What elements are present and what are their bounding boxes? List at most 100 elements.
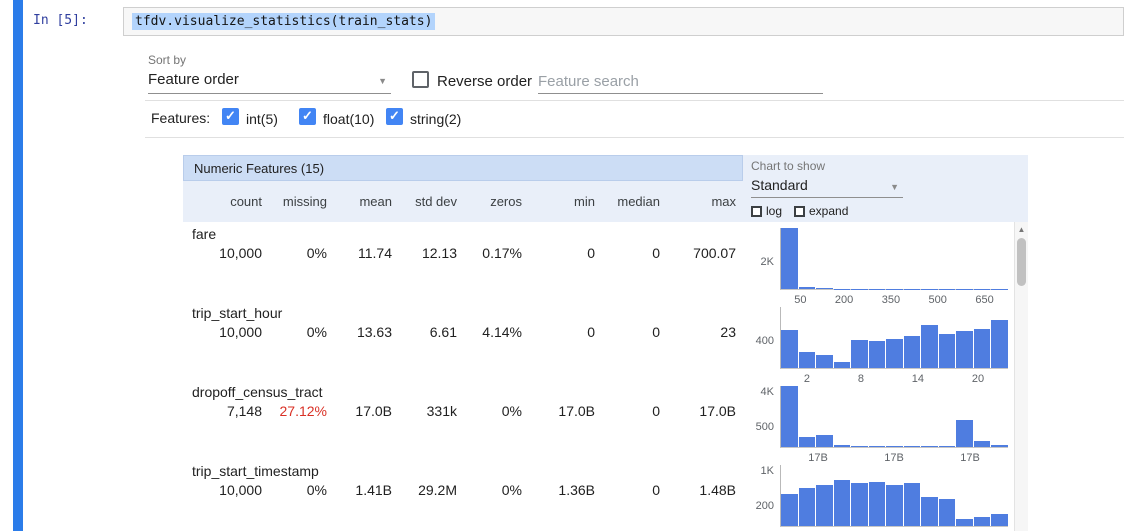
feature-name: fare [192,226,217,242]
cell-prompt: In [5]: [33,13,88,28]
cell-mean: 11.74 [358,245,392,261]
y-tick-label: 500 [755,420,774,433]
table-header-row: count missing mean std dev zeros min med… [183,181,743,222]
code-cell[interactable]: tfdv.visualize_statistics(train_stats) [123,7,1124,36]
cell-missing: 0% [306,245,327,261]
cell-max: 23 [720,324,736,340]
sort-by-label: Sort by [148,53,187,67]
chart-panel-scrollbar[interactable]: ▲ [1014,222,1028,531]
cell-missing: 27.12% [279,403,327,419]
cell-stddev: 29.2M [418,482,457,498]
feature-values: 10,000 0% 13.63 6.61 4.14% 0 0 23 [183,324,743,340]
reverse-order-checkbox[interactable] [412,71,429,88]
histogram-bar [851,483,868,526]
histogram-bar [868,482,886,526]
histogram-bar [868,341,886,368]
column-header-median: median [617,194,660,209]
histogram-bar [956,518,973,526]
sort-by-select[interactable]: Feature order ▼ [148,71,391,94]
histogram-bar [798,488,816,526]
x-tick-label: 50 [794,294,807,306]
cell-min: 1.36B [558,482,595,498]
cell-min: 17.0B [558,403,595,419]
histogram-bar [973,440,991,447]
histogram-dropoff-census-tract: 4K 500 17B 17B 17B [743,380,1014,464]
table-row: trip_start_hour 10,000 0% 13.63 6.61 4.1… [183,301,743,380]
histogram-bar [938,334,956,368]
scroll-up-icon[interactable]: ▲ [1017,225,1026,234]
table-row: trip_start_timestamp 10,000 0% 1.41B 29.… [183,459,743,531]
x-tick-label: 17B [960,452,980,464]
histogram-bar [833,361,851,368]
cell-missing: 0% [306,324,327,340]
cell-median: 0 [652,403,660,419]
cell-min: 0 [587,324,595,340]
histogram-bar [991,320,1008,368]
histogram-plot [780,465,1008,527]
column-header-missing: missing [282,194,327,209]
feature-name: trip_start_hour [192,305,283,321]
feature-name: dropoff_census_tract [192,384,323,400]
log-checkbox[interactable] [751,206,762,217]
cell-median: 0 [652,324,660,340]
column-header-zeros: zeros [490,194,522,209]
histogram-bar [816,354,833,368]
chart-type-select[interactable]: Standard ▼ [751,177,903,198]
table-row: fare 10,000 0% 11.74 12.13 0.17% 0 0 700… [183,222,743,301]
histogram-bar [921,325,938,368]
divider [145,137,1124,138]
cell-stddev: 6.61 [429,324,457,340]
histogram-trip-start-hour: 400 2 8 14 20 [743,301,1014,385]
cell-mean: 13.63 [356,324,392,340]
histogram-bar [781,330,798,368]
histogram-bar [833,480,851,526]
scrollbar-thumb[interactable] [1017,238,1026,286]
expand-label: expand [809,204,849,218]
chevron-down-icon: ▼ [378,76,387,86]
log-label: log [766,204,783,218]
feature-search-input[interactable] [538,69,823,94]
column-header-mean: mean [359,194,392,209]
histogram-bar [903,483,921,526]
cell-count: 7,148 [226,403,262,419]
cell-zeros: 4.14% [482,324,522,340]
y-tick-label: 2K [760,256,774,269]
chart-controls-panel: Chart to show Standard ▼ log expand [743,155,1028,222]
histogram-bar [903,446,921,447]
histogram-bar [816,484,833,526]
checkbox-float[interactable] [299,108,316,125]
cell-count: 10,000 [219,324,262,340]
filter-label-int: int(5) [246,111,278,127]
code-text[interactable]: tfdv.visualize_statistics(train_stats) [132,13,436,30]
x-axis-labels: 50 200 350 500 650 [780,294,1008,306]
cell-max: 700.07 [693,245,736,261]
histogram-fare: 2K 50 200 350 500 650 [743,222,1014,306]
checkbox-string[interactable] [386,108,403,125]
histogram-bar [798,437,816,447]
cell-mean: 17.0B [355,403,392,419]
histogram-bar [956,331,973,368]
x-tick-label: 500 [928,294,947,306]
histogram-bar [973,516,991,526]
x-tick-label: 200 [834,294,854,306]
cell-mean: 1.41B [355,482,392,498]
column-header-stddev: std dev [415,194,457,209]
histogram-bar [991,513,1008,526]
y-tick-label: 4K [760,386,774,399]
histogram-bar [956,419,973,447]
histogram-bar [938,446,956,447]
histogram-bar [868,446,886,447]
divider [145,100,1124,101]
table-row: dropoff_census_tract 7,148 27.12% 17.0B … [183,380,743,459]
x-tick-label: 2 [803,373,811,385]
y-axis-labels: 400 [743,307,779,369]
y-tick-label: 400 [755,335,774,348]
expand-checkbox[interactable] [794,206,805,217]
histogram-bar [781,228,798,289]
feature-name: trip_start_timestamp [192,463,319,479]
histogram-bar [973,328,991,368]
checkbox-int[interactable] [222,108,239,125]
filter-label-float: float(10) [323,111,375,127]
cell-max: 17.0B [699,403,736,419]
